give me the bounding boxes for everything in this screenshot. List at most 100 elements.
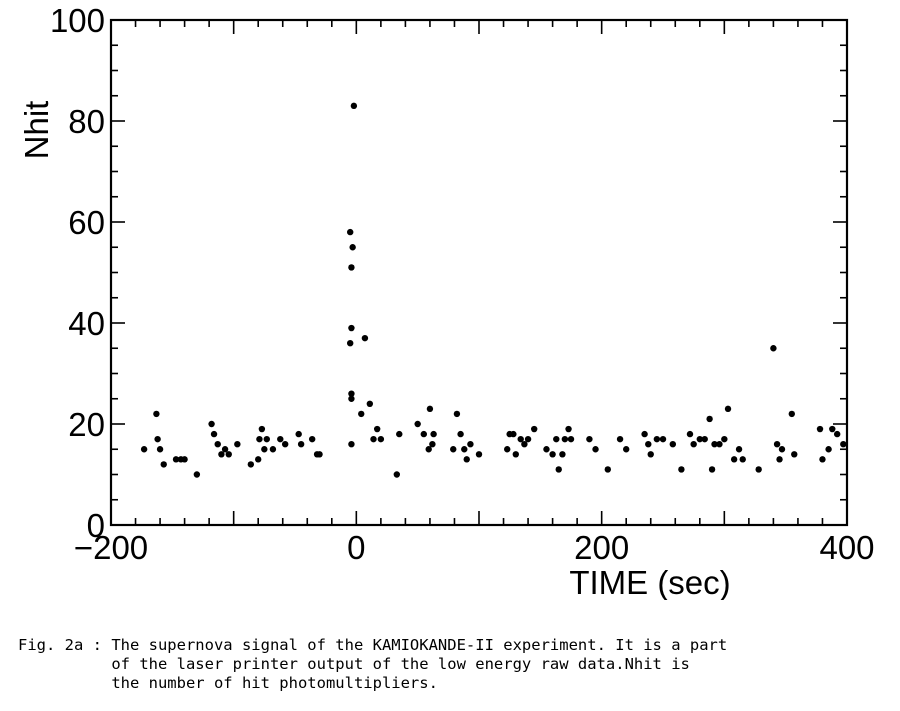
- data-point: [373, 425, 381, 433]
- data-point: [773, 441, 781, 448]
- x-axis-label: TIME (sec): [569, 564, 730, 600]
- data-point: [521, 441, 528, 448]
- axis-ticks: [110, 19, 848, 526]
- data-point: [467, 441, 474, 448]
- data-point: [735, 446, 743, 453]
- data-point: [429, 441, 436, 448]
- data-point: [647, 451, 654, 458]
- data-point: [829, 425, 836, 433]
- data-point: [645, 441, 652, 448]
- data-point: [716, 441, 723, 448]
- data-point: [623, 446, 630, 453]
- data-point: [701, 435, 708, 443]
- data-point: [281, 441, 289, 448]
- data-point: [592, 446, 599, 453]
- data-point: [396, 430, 403, 438]
- y-tick-label: 40: [68, 305, 105, 342]
- x-tick-label: −200: [74, 529, 148, 566]
- data-point: [721, 435, 728, 443]
- data-point: [350, 102, 358, 110]
- data-point: [504, 446, 511, 453]
- data-point: [706, 415, 713, 423]
- data-point: [348, 395, 355, 402]
- x-tick-label: 0: [347, 529, 365, 566]
- data-point: [234, 441, 241, 448]
- data-point: [370, 435, 377, 443]
- data-point: [819, 456, 826, 463]
- data-point: [604, 466, 611, 473]
- data-point: [586, 435, 593, 443]
- data-point: [711, 441, 718, 448]
- y-tick-label: 100: [50, 2, 105, 39]
- data-point: [559, 451, 566, 458]
- data-point: [414, 420, 421, 428]
- data-point: [348, 390, 355, 397]
- data-point: [225, 451, 232, 458]
- data-point: [366, 400, 374, 407]
- data-point: [659, 435, 667, 443]
- data-point: [549, 451, 556, 458]
- data-point: [825, 446, 832, 453]
- data-point: [348, 324, 355, 332]
- data-point: [776, 456, 783, 463]
- data-point: [512, 451, 519, 458]
- data-point: [295, 430, 302, 438]
- data-point: [678, 466, 685, 473]
- data-point: [361, 334, 369, 342]
- data-point: [218, 451, 225, 458]
- data-point: [247, 461, 255, 468]
- data-point: [263, 435, 270, 443]
- data-point: [256, 435, 263, 443]
- data-point: [457, 430, 464, 438]
- data-point: [616, 435, 624, 443]
- data-point: [463, 456, 470, 463]
- data-point: [724, 405, 732, 413]
- data-point: [553, 435, 560, 443]
- data-point: [255, 456, 262, 463]
- data-point: [420, 430, 427, 438]
- data-point: [156, 446, 164, 453]
- data-point: [561, 435, 569, 443]
- data-point: [430, 430, 437, 438]
- data-point: [517, 435, 524, 443]
- data-point: [258, 425, 266, 433]
- data-point: [641, 430, 648, 438]
- y-tick-label: 80: [68, 103, 105, 140]
- data-point: [358, 410, 365, 418]
- data-point: [153, 410, 160, 418]
- data-point: [316, 451, 323, 458]
- data-point: [172, 456, 180, 463]
- data-point: [531, 425, 538, 433]
- data-point: [450, 446, 457, 453]
- data-point: [347, 228, 354, 236]
- data-points: [140, 102, 847, 478]
- data-point: [277, 435, 284, 443]
- data-point: [816, 425, 824, 433]
- data-point: [840, 441, 847, 448]
- data-point: [739, 456, 746, 463]
- data-point: [208, 420, 215, 428]
- data-point: [696, 435, 703, 443]
- data-point: [730, 456, 738, 463]
- data-point: [160, 461, 167, 468]
- data-point: [475, 451, 483, 458]
- data-point: [261, 446, 268, 453]
- data-point: [833, 430, 841, 438]
- data-point: [308, 435, 316, 443]
- data-point: [686, 430, 694, 438]
- y-tick-label: 20: [68, 406, 105, 443]
- caption-line-2: of the laser printer output of the low e…: [18, 655, 690, 673]
- data-point: [555, 466, 562, 473]
- y-axis-label: Nhit: [18, 101, 55, 160]
- data-point: [524, 435, 532, 443]
- y-tick-label: 0: [87, 507, 105, 544]
- data-point: [348, 441, 355, 448]
- data-point: [349, 244, 356, 251]
- data-point: [221, 446, 229, 453]
- data-point: [510, 430, 517, 438]
- data-point: [778, 446, 786, 453]
- data-point: [669, 441, 677, 448]
- data-point: [297, 441, 305, 448]
